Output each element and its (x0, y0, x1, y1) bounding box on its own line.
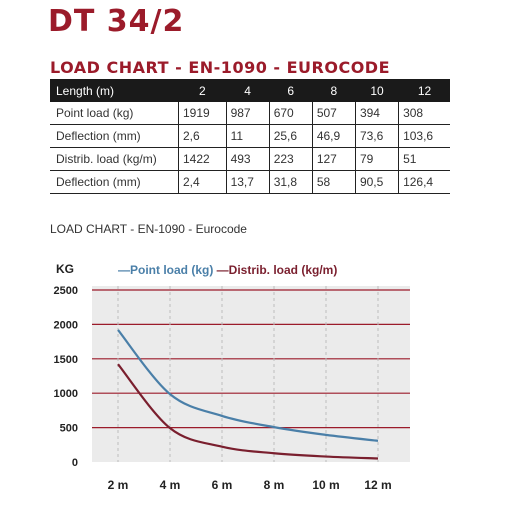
table-header-cell: 4 (225, 79, 270, 102)
y-tick-label: 0 (72, 457, 78, 469)
table-row: Deflection (mm) 2,6 11 25,6 46,9 73,6 10… (50, 124, 450, 148)
table-cell: 127 (311, 147, 356, 171)
x-tick-label: 8 m (264, 478, 285, 492)
y-tick-label: 2500 (54, 285, 78, 297)
table-row: Point load (kg) 1919 987 670 507 394 308 (50, 102, 450, 125)
table-cell: 987 (225, 102, 270, 125)
y-tick-label: 2000 (54, 319, 78, 331)
table-header-cell: 12 (398, 79, 450, 102)
table-cell: Distrib. load (kg/m) (50, 147, 179, 171)
plot-area (92, 286, 410, 462)
table-cell: 493 (225, 147, 270, 171)
table-cell: 2,6 (178, 124, 227, 148)
table-header-cell: 10 (354, 79, 399, 102)
table-cell: 126,4 (398, 170, 450, 194)
table-header-cell: 2 (178, 79, 227, 102)
table-row: Distrib. load (kg/m) 1422 493 223 127 79… (50, 147, 450, 171)
table-cell: 73,6 (354, 124, 399, 148)
distrib-load-line (117, 363, 379, 460)
table-cell: 1422 (178, 147, 227, 171)
table-cell: 13,7 (225, 170, 270, 194)
chart-legend: —Point load (kg) —Distrib. load (kg/m) (118, 263, 337, 277)
legend-entry: —Point load (kg) (118, 263, 213, 277)
legend-entry: —Distrib. load (kg/m) (213, 263, 337, 277)
y-tick-label: 1500 (54, 354, 78, 366)
table-cell: Point load (kg) (50, 102, 179, 125)
table-cell: 507 (311, 102, 356, 125)
table-cell: 2,4 (178, 170, 227, 194)
y-axis-label: KG (56, 262, 74, 276)
chart-caption: LOAD CHART - EN-1090 - Eurocode (50, 222, 247, 236)
x-tick-label: 2 m (108, 478, 129, 492)
table-cell: 223 (268, 147, 313, 171)
x-tick-label: 12 m (364, 478, 391, 492)
table-cell: 46,9 (311, 124, 356, 148)
table-cell: Deflection (mm) (50, 170, 179, 194)
table-row: Deflection (mm) 2,4 13,7 31,8 58 90,5 12… (50, 170, 450, 194)
x-tick-label: 10 m (312, 478, 339, 492)
table-cell: 103,6 (398, 124, 450, 148)
table-cell: 1919 (178, 102, 227, 125)
table-cell: 670 (268, 102, 313, 125)
table-cell: 11 (225, 124, 270, 148)
table-header-cell: 6 (268, 79, 313, 102)
table-cell: 31,8 (268, 170, 313, 194)
x-tick-label: 6 m (212, 478, 233, 492)
table-cell: 90,5 (354, 170, 399, 194)
y-tick-label: 1000 (54, 388, 78, 400)
table-header-row: Length (m) 2 4 6 8 10 12 (50, 79, 450, 102)
table-cell: 25,6 (268, 124, 313, 148)
table-cell: Deflection (mm) (50, 124, 179, 148)
x-tick-label: 4 m (160, 478, 181, 492)
load-table: Length (m) 2 4 6 8 10 12 Point load (kg)… (50, 79, 450, 194)
y-tick-label: 500 (60, 423, 78, 435)
table-cell: 308 (398, 102, 450, 125)
table-cell: 58 (311, 170, 356, 194)
table-header-cell: Length (m) (50, 79, 179, 102)
table-title: LOAD CHART - EN-1090 - EUROCODE (50, 58, 391, 77)
table-header-cell: 8 (311, 79, 356, 102)
point-load-line (117, 329, 379, 442)
table-cell: 79 (354, 147, 399, 171)
table-cell: 394 (354, 102, 399, 125)
table-cell: 51 (398, 147, 450, 171)
product-title: DT 34/2 (48, 4, 185, 39)
